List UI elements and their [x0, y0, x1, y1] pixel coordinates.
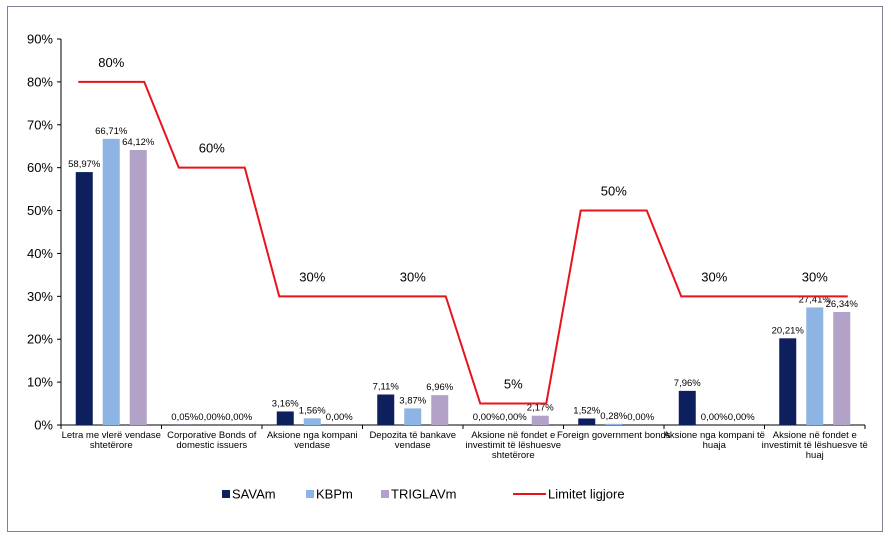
data-label: 3,87%	[399, 395, 426, 406]
y-tick-label: 0%	[34, 418, 53, 433]
bar-kbpm	[605, 423, 623, 425]
y-tick-label: 80%	[27, 74, 53, 89]
y-tick-label: 20%	[27, 332, 53, 347]
data-label: 0,00%	[701, 412, 728, 423]
legend-swatch-triglavm	[381, 490, 389, 498]
category-label: Foreign government bonds	[557, 430, 671, 441]
data-label: 1,52%	[573, 405, 600, 416]
y-tick-label: 10%	[27, 375, 53, 390]
data-label: 3,16%	[272, 398, 299, 409]
data-label: 0,00%	[500, 412, 527, 423]
y-tick-label: 90%	[27, 32, 53, 47]
limit-label: 80%	[98, 55, 124, 70]
data-label: 26,34%	[826, 299, 859, 310]
legend-label: TRIGLAVm	[391, 487, 457, 502]
category-label-line: shtetërore	[492, 450, 535, 461]
legend-label: Limitet ligjore	[548, 487, 625, 502]
category-label-line: huaja	[703, 440, 727, 451]
category-label: Aksione në fondet e investimit të lëshues…	[762, 430, 868, 461]
limit-line	[78, 80, 848, 405]
category-label-line: Corporative Bonds of	[167, 430, 257, 441]
category-label-line: Aksione nga kompani të	[664, 430, 765, 441]
category-label: Aksione nga kompani vendase	[267, 430, 358, 451]
data-label: 0,00%	[728, 412, 755, 423]
legend-swatch-savam	[222, 490, 230, 498]
chart-frame: 0% 10% 20% 30% 40% 50% 60% 70% 80% 90% Letra me vl…	[7, 6, 883, 532]
category-label-line: investimit të lëshuesve të	[762, 440, 868, 451]
limit-label: 30%	[299, 269, 325, 284]
y-tick-label: 60%	[27, 160, 53, 175]
limit-label: 30%	[802, 269, 828, 284]
limit-label: 50%	[601, 184, 627, 199]
category-label-line: Aksione në fondet e	[773, 430, 857, 441]
category-label-line: Aksione nga kompani	[267, 430, 358, 441]
bar-kbpm	[303, 418, 321, 425]
data-label: 0,05%	[171, 412, 198, 423]
data-label: 0,28%	[600, 411, 627, 422]
data-label: 0,00%	[473, 412, 500, 423]
legend-swatch-kbpm	[306, 490, 314, 498]
category-label: Aksione në fondet e investimit të lëshues…	[465, 430, 561, 461]
category-label-line: huaj	[806, 450, 824, 461]
legend-label: KBPm	[316, 487, 353, 502]
data-label: 0,00%	[198, 412, 225, 423]
bar-triglavm	[833, 312, 851, 425]
category-label-line: Letra me vlerë vendase	[62, 430, 161, 441]
category-label: Aksione nga kompani të huaja	[664, 430, 765, 451]
data-label: 0,00%	[326, 412, 353, 423]
category-label-line: vendase	[395, 440, 431, 451]
limit-label: 5%	[504, 377, 523, 392]
data-label: 0,00%	[225, 412, 252, 423]
data-label: 7,11%	[373, 382, 400, 393]
data-label: 64,12%	[122, 137, 155, 148]
y-tick-label: 70%	[27, 117, 53, 132]
bar-savam	[276, 411, 294, 425]
bar-savam	[75, 172, 93, 425]
bar-savam	[779, 338, 797, 425]
category-label-line: domestic issuers	[176, 440, 247, 451]
bar-kbpm	[806, 307, 824, 425]
limit-label: 60%	[199, 141, 225, 156]
category-label: Corporative Bonds of domestic issuers	[167, 430, 257, 451]
data-label: 0,00%	[627, 412, 654, 423]
data-label: 58,97%	[68, 159, 101, 170]
category-label-line: shtetërore	[90, 440, 133, 451]
limit-label: 30%	[701, 269, 727, 284]
data-label: 66,71%	[95, 126, 128, 137]
y-tick-label: 50%	[27, 203, 53, 218]
bar-savam	[678, 390, 696, 425]
bar-kbpm	[404, 408, 422, 425]
data-label: 2,17%	[527, 403, 554, 414]
category-label-line: vendase	[294, 440, 330, 451]
data-label: 1,56%	[299, 405, 326, 416]
category-label-line: Foreign government bonds	[557, 430, 671, 441]
bar-kbpm	[102, 138, 120, 425]
bar-savam	[377, 394, 395, 425]
category-label: Depozita të bankave vendase	[369, 430, 456, 451]
legend-label: SAVAm	[232, 487, 276, 502]
data-label: 27,41%	[799, 294, 832, 305]
limit-label: 30%	[400, 269, 426, 284]
bar-chart: 0% 10% 20% 30% 40% 50% 60% 70% 80% 90% Letra me vl…	[27, 32, 868, 502]
data-label: 7,96%	[674, 378, 701, 389]
category-label-line: investimit të lëshuesve	[465, 440, 561, 451]
category-label-line: Depozita të bankave	[369, 430, 456, 441]
bar-triglavm	[129, 149, 147, 425]
y-tick-label: 40%	[27, 246, 53, 261]
category-label-line: Aksione në fondet e	[471, 430, 555, 441]
data-label: 6,96%	[426, 382, 453, 393]
y-tick-label: 30%	[27, 289, 53, 304]
bar-triglavm	[431, 395, 449, 425]
bar-savam	[578, 418, 596, 425]
data-label: 20,21%	[772, 325, 805, 336]
bar-triglavm	[531, 415, 549, 425]
category-label: Letra me vlerë vendase shtetërore	[62, 430, 161, 451]
